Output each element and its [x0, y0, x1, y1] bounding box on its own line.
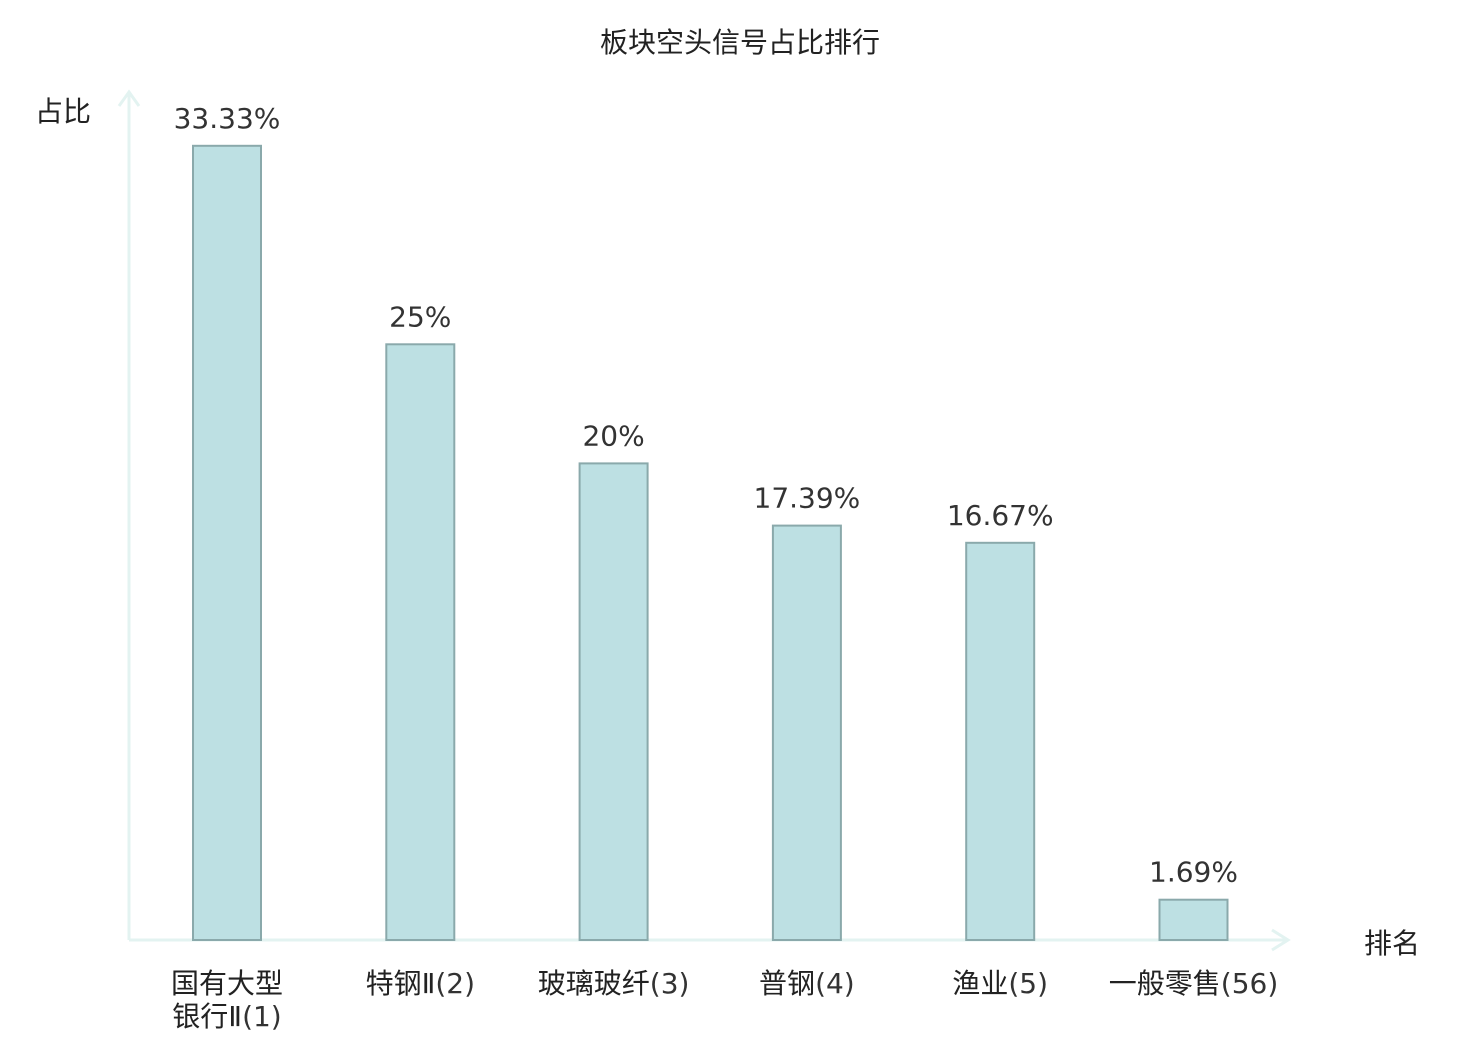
category-name-6-line-1: 一般零售	[1109, 967, 1221, 1000]
category-name-1-line-1: 国有大型	[171, 967, 283, 1000]
y-axis-arrow	[117, 89, 141, 107]
category-label-1: 国有大型银行Ⅱ(1)	[171, 967, 283, 1033]
category-name-2-line-1: 特钢Ⅱ	[366, 967, 436, 1000]
value-label-2: 25%	[389, 300, 451, 333]
value-label-5: 16.67%	[947, 499, 1054, 532]
x-axis-arrow	[1271, 928, 1291, 952]
value-labels-group: 33.33% 25% 20% 17.39% 16.67% 1.69%	[174, 102, 1238, 889]
category-rank-4: (4)	[815, 967, 855, 1000]
category-rank-1: (1)	[242, 1000, 282, 1033]
value-label-4: 17.39%	[754, 482, 861, 515]
value-label-6: 1.69%	[1149, 856, 1238, 889]
bars-group	[192, 144, 1229, 942]
y-axis-label: 占比	[35, 95, 91, 128]
chart-title: 板块空头信号占比排行	[600, 26, 880, 59]
category-label-3: 玻璃玻纤(3)	[538, 967, 690, 1000]
category-label-2: 特钢Ⅱ(2)	[366, 967, 475, 1000]
bar-1	[192, 144, 262, 942]
bar-6	[1158, 898, 1229, 942]
category-name-4-line-1: 普钢	[759, 967, 815, 1000]
category-rank-5: (5)	[1008, 967, 1048, 1000]
bar-3	[578, 462, 649, 941]
category-label-5: 渔业(5)	[952, 967, 1048, 1000]
value-label-3: 20%	[582, 419, 644, 452]
category-labels-group: 国有大型银行Ⅱ(1) 特钢Ⅱ(2) 玻璃玻纤(3) 普钢(4) 渔业(5) 一般零售(56…	[171, 967, 1278, 1033]
category-name-1-line-2: 银行Ⅱ	[172, 1000, 242, 1033]
bar-5	[965, 541, 1036, 941]
category-rank-3: (3)	[650, 967, 690, 1000]
category-rank-6: (56)	[1221, 967, 1278, 1000]
bar-2	[385, 343, 456, 941]
value-label-1: 33.33%	[174, 102, 281, 135]
category-rank-2: (2)	[435, 967, 475, 1000]
x-axis-label: 排名	[1364, 927, 1420, 960]
category-name-5-line-1: 渔业	[952, 967, 1008, 1000]
category-label-4: 普钢(4)	[759, 967, 855, 1000]
category-name-3-line-1: 玻璃玻纤	[538, 967, 650, 1000]
bar-4	[771, 524, 842, 941]
category-label-6: 一般零售(56)	[1109, 967, 1279, 1000]
